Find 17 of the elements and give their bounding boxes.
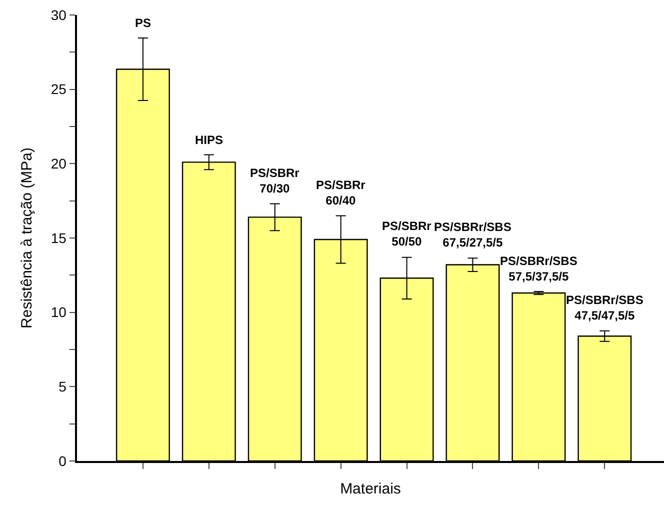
x-axis-title: Materiais [340, 480, 401, 498]
x-tick-label: PS/SBRr 50/50 [382, 219, 432, 249]
y-tick-label: 20 [50, 156, 67, 172]
y-axis-title: Resistência à tração (MPa) [18, 148, 36, 328]
y-tick-label: 15 [50, 230, 67, 246]
x-tick-label: PS/SBRr/SBS 57,5/37,5/5 [500, 254, 578, 284]
y-tick-label: 5 [58, 378, 67, 395]
x-tick-label: HIPS [195, 133, 224, 147]
x-tick-label: PS/SBRr/SBS 67,5/27,5/5 [434, 220, 512, 250]
x-tick-label: PS/SBRr/SBS 47,5/47,5/5 [566, 293, 644, 323]
x-tick-label: PS [135, 16, 152, 30]
y-tick-label: 30 [50, 6, 67, 23]
x-tick-label: PS/SBRr 70/30 [250, 166, 300, 196]
y-tick-label: 25 [50, 81, 67, 98]
x-tick-label: PS/SBRr 60/40 [316, 178, 366, 208]
y-tick-label: 0 [58, 452, 67, 469]
y-tick-label: 10 [50, 304, 67, 320]
